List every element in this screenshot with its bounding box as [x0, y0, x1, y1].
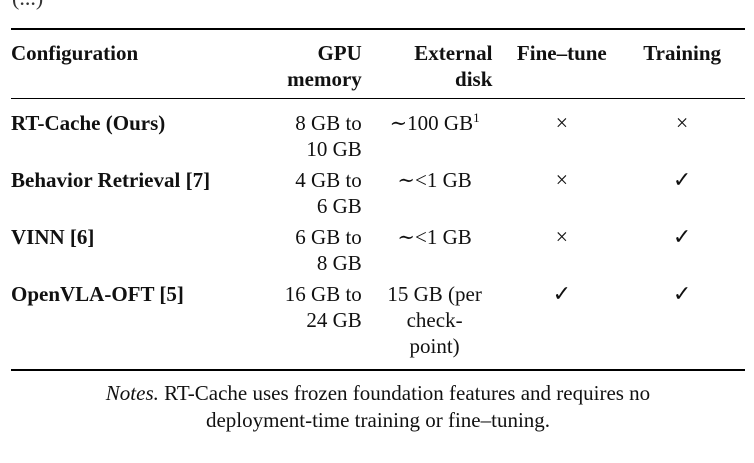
- cell-training: ✓: [619, 281, 745, 371]
- table-header-row: Configuration GPU memory External disk F…: [11, 28, 745, 99]
- header-fine-tune: Fine–tune: [504, 28, 620, 99]
- cell-external-disk: ∼100 GB1: [365, 99, 505, 168]
- table-row: RT-Cache (Ours) 8 GB to 10 GB ∼100 GB1 ×…: [11, 99, 745, 168]
- cell-configuration: Behavior Retrieval [7]: [11, 168, 211, 192]
- notes-lead: Notes.: [105, 381, 159, 405]
- notes-text-line2: deployment-time training or fine–tuning.: [205, 408, 551, 432]
- notes-text-line1: RT-Cache uses frozen foundation features…: [158, 381, 651, 405]
- cell-configuration: VINN [6]: [11, 225, 95, 249]
- cell-gpu-line2: 24 GB: [306, 308, 362, 332]
- cell-external-disk: ∼<1 GB: [365, 224, 505, 281]
- cell-fine-tune: ✓: [504, 281, 620, 371]
- header-disk-line1: External: [414, 41, 493, 65]
- table-row: Behavior Retrieval [7] 4 GB to 6 GB ∼<1 …: [11, 167, 745, 224]
- cell-gpu-memory: 6 GB to 8 GB: [263, 224, 365, 281]
- cell-gpu-memory: 8 GB to 10 GB: [263, 99, 365, 168]
- header-gpu-line2: memory: [287, 67, 362, 91]
- cell-gpu-line1: 6 GB to: [295, 225, 362, 249]
- cell-disk-line2: check-: [406, 308, 463, 332]
- cell-gpu-line1: 16 GB to: [284, 282, 362, 306]
- cell-training: ×: [675, 110, 689, 135]
- header-gpu-line1: GPU: [317, 41, 362, 65]
- cell-disk-line1: ∼100 GB: [389, 111, 474, 135]
- cell-gpu-memory: 4 GB to 6 GB: [263, 167, 365, 224]
- cell-disk-line1: ∼<1 GB: [397, 168, 472, 192]
- cell-fine-tune: ×: [555, 167, 569, 192]
- cell-fine-tune: ×: [555, 224, 569, 249]
- cell-disk-line1: 15 GB (per: [387, 282, 482, 306]
- cell-fine-tune: ×: [555, 110, 569, 135]
- header-gpu-memory: GPU memory: [262, 28, 365, 99]
- header-external-disk: External disk: [364, 28, 505, 99]
- cell-configuration: RT-Cache (Ours): [11, 111, 166, 135]
- cell-gpu-line2: 8 GB: [316, 251, 362, 275]
- cell-gpu-memory: 16 GB to 24 GB: [262, 281, 365, 371]
- cell-gpu-line1: 4 GB to: [295, 168, 362, 192]
- header-training: Training: [619, 28, 745, 99]
- cell-gpu-line1: 8 GB to: [295, 111, 362, 135]
- cell-training: ✓: [672, 167, 692, 192]
- cell-disk-line3: point): [409, 334, 460, 358]
- clipped-caption-fragment: (...): [12, 0, 43, 11]
- comparison-table: Configuration GPU memory External disk F…: [11, 28, 745, 371]
- cell-disk-line1: ∼<1 GB: [397, 225, 472, 249]
- header-configuration: Configuration: [11, 28, 263, 99]
- table-notes: Notes. RT-Cache uses frozen foundation f…: [11, 380, 745, 434]
- cell-gpu-line2: 6 GB: [316, 194, 362, 218]
- notes-line1: Notes. RT-Cache uses frozen foundation f…: [11, 380, 745, 407]
- footnote-marker: 1: [473, 110, 480, 125]
- header-disk-line2: disk: [455, 67, 493, 91]
- cell-external-disk: ∼<1 GB: [365, 167, 505, 224]
- cell-training: ✓: [672, 224, 692, 249]
- cell-gpu-line2: 10 GB: [306, 137, 362, 161]
- cell-configuration: OpenVLA-OFT [5]: [11, 281, 263, 371]
- cell-external-disk: 15 GB (per check- point): [364, 281, 505, 371]
- table-row: VINN [6] 6 GB to 8 GB ∼<1 GB × ✓: [11, 224, 745, 281]
- table-row: OpenVLA-OFT [5] 16 GB to 24 GB 15 GB (pe…: [11, 281, 745, 371]
